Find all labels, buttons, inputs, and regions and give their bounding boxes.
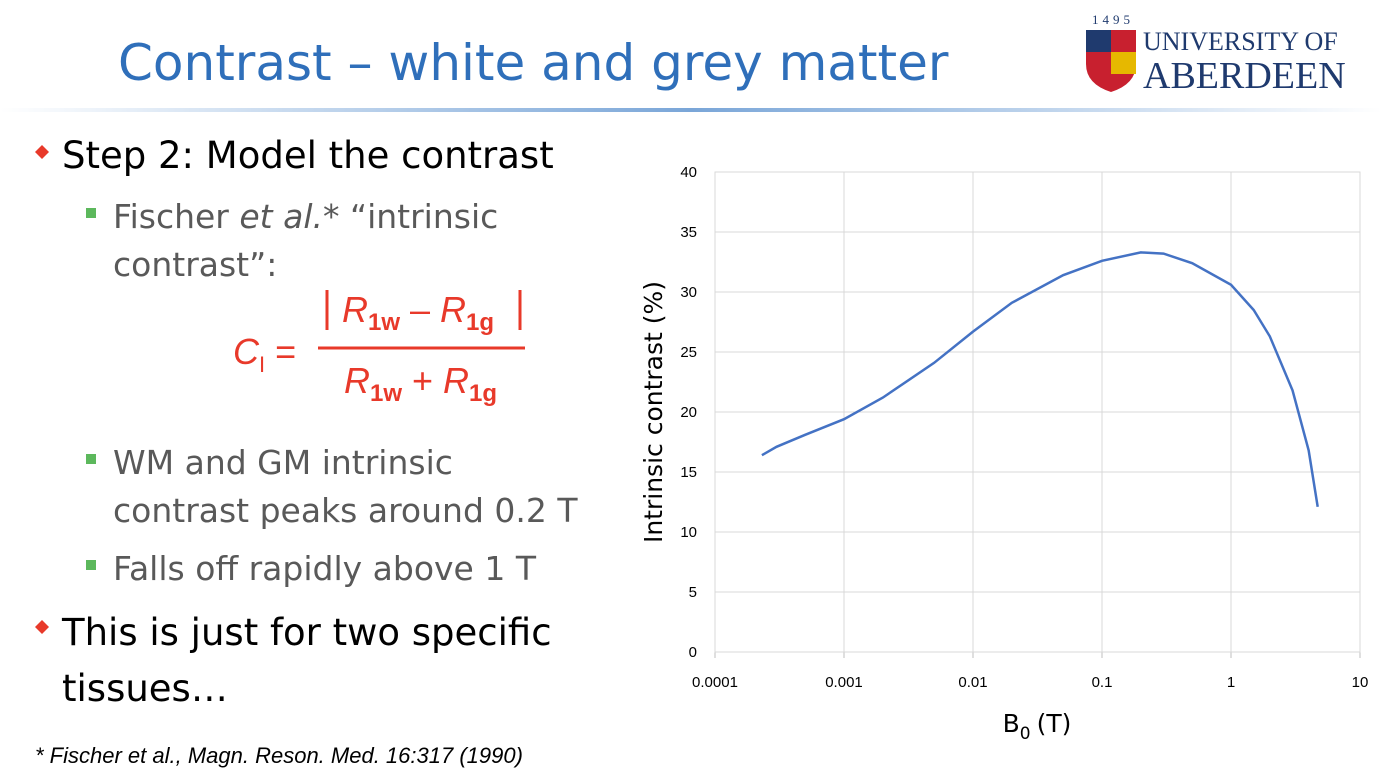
crest-quarter	[1111, 52, 1136, 74]
operator: –	[410, 289, 430, 330]
symbol: R	[342, 289, 368, 330]
y-tick-label: 0	[689, 644, 697, 661]
y-tick-label: 25	[680, 344, 697, 361]
bullet-square	[86, 560, 96, 570]
logo-line: UNIVERSITY OF	[1143, 27, 1338, 56]
x-tick-label: 0.001	[825, 674, 863, 691]
data-line	[761, 251, 1319, 507]
symbol: R	[443, 360, 469, 401]
x-tick-label: 10	[1352, 674, 1369, 691]
y-tick-label: 15	[680, 464, 697, 481]
header-rule	[0, 108, 1382, 112]
y-tick-label: 5	[689, 584, 697, 601]
chart: Intrinsic contrast (%) B0 (T) 05101520253…	[639, 164, 1368, 744]
symbol: R	[440, 289, 466, 330]
subscript: 1w	[368, 309, 400, 336]
x-tick-label: 0.01	[958, 674, 987, 691]
bullet-text: contrast”:	[113, 245, 277, 284]
bullet-text: Step 2: Model the contrast	[62, 134, 554, 177]
text-run: * “intrinsic	[323, 197, 498, 236]
x-tick-label: 0.1	[1092, 674, 1113, 691]
logo: 1495 UNIVERSITY OF ABERDEEN	[1086, 12, 1346, 97]
logo-year: 1495	[1092, 12, 1134, 27]
bullet-diamond	[35, 145, 49, 159]
text-run: B	[1003, 709, 1020, 738]
operator: =	[275, 331, 296, 372]
y-tick-label: 30	[680, 284, 697, 301]
y-tick-label: 35	[680, 224, 697, 241]
footnote: * Fischer et al., Magn. Reson. Med. 16:3…	[35, 743, 523, 768]
bullet-text: Fischer et al.* “intrinsic	[113, 197, 498, 236]
bullet-text: contrast peaks around 0.2 T	[113, 491, 578, 530]
slide-title: Contrast – white and grey matter	[118, 34, 949, 92]
formula-numerator: R1w – R1g	[342, 289, 494, 336]
symbol: C	[233, 331, 260, 372]
text-run: (T)	[1037, 709, 1072, 738]
bullet-text: This is just for two specific	[61, 611, 552, 654]
x-tick-label: 1	[1227, 674, 1235, 691]
subscript: 1w	[370, 380, 402, 407]
symbol: R	[344, 360, 370, 401]
bullet-square	[86, 454, 96, 464]
text-run: et al.	[239, 197, 323, 236]
subscript: 0	[1020, 724, 1031, 744]
plot-border	[714, 171, 1361, 653]
subscript: 1g	[469, 380, 497, 407]
subscript: I	[259, 352, 265, 377]
bullet-text: Falls off rapidly above 1 T	[113, 549, 537, 588]
bullet-square	[86, 208, 96, 218]
bullet-text: tissues…	[62, 667, 228, 710]
y-axis-label: Intrinsic contrast (%)	[639, 281, 668, 543]
subscript: 1g	[466, 309, 494, 336]
y-tick-label: 40	[680, 164, 697, 181]
bullet-text: WM and GM intrinsic	[113, 443, 453, 482]
y-tick-label: 10	[680, 524, 697, 541]
x-axis-label: B0 (T)	[1003, 709, 1072, 744]
formula-lhs: CI =	[233, 331, 296, 377]
logo-line: ABERDEEN	[1143, 55, 1346, 97]
x-tick-label: 0.0001	[692, 674, 738, 691]
formula-denominator: R1w + R1g	[344, 360, 497, 407]
bullet-diamond	[35, 620, 49, 634]
y-tick-label: 20	[680, 404, 697, 421]
operator: +	[412, 360, 433, 401]
crest-quarter	[1086, 30, 1111, 52]
text-run: Fischer	[113, 197, 239, 236]
